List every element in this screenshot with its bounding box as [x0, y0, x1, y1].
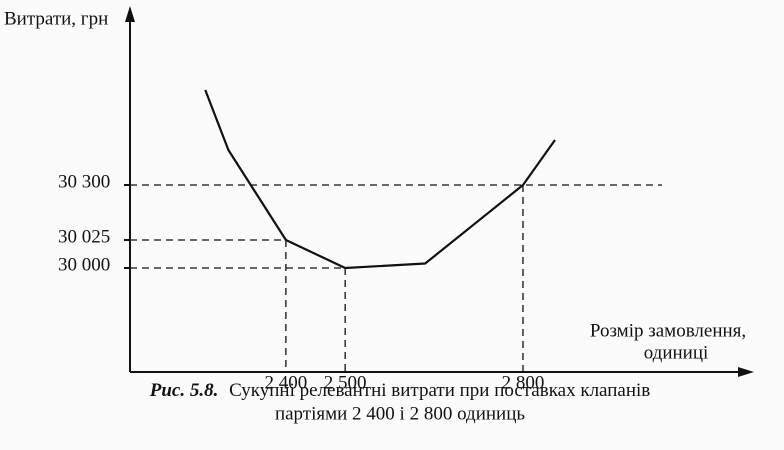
- caption-text: Сукупні релевантні витрати при поставках…: [229, 380, 650, 401]
- y-axis-label: Витрати, грн: [4, 8, 108, 29]
- x-arrow: [738, 367, 754, 377]
- x-axis-label: Розмір замовлення,: [590, 320, 746, 341]
- x-tick-label: 2 400: [265, 372, 308, 393]
- caption-text: партіями 2 400 і 2 800 одиниць: [275, 403, 525, 424]
- y-tick-label: 30 025: [58, 226, 110, 247]
- y-tick-label: 30 300: [58, 171, 110, 192]
- cost-curve: [204, 89, 556, 270]
- x-tick-label: 2 800: [502, 372, 545, 393]
- x-axis-label: одиниці: [644, 342, 709, 363]
- caption: Рис. 5.8. Сукупні релевантні витрати при…: [149, 380, 651, 401]
- x-tick-label: 2 500: [324, 372, 367, 393]
- y-tick-label: 30 000: [58, 254, 110, 275]
- caption-label: Рис. 5.8.: [149, 380, 219, 401]
- y-arrow: [125, 6, 135, 22]
